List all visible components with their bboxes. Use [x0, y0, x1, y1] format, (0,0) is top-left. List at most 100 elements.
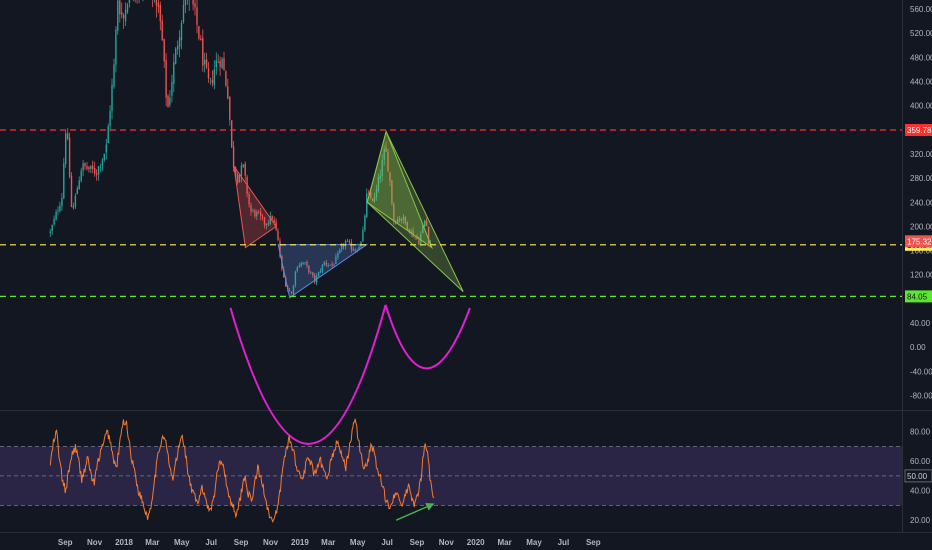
candle-up: [302, 262, 304, 264]
price-tick-label: -40.00: [910, 367, 932, 376]
candle-down: [288, 290, 291, 292]
candle-up: [341, 245, 343, 250]
candle-down: [306, 261, 308, 266]
level-tag-3: 84.05: [907, 292, 928, 301]
candle-down: [425, 221, 428, 226]
candle-up: [117, 0, 119, 31]
candle-down: [387, 152, 389, 172]
price-tick-label: 200.00: [910, 222, 932, 231]
candle-down: [263, 217, 266, 225]
candle-up: [221, 58, 223, 69]
candle-down: [198, 26, 200, 39]
triangle-pattern-1: [233, 165, 277, 249]
candle-up: [76, 188, 78, 195]
candle-down: [331, 264, 333, 266]
candle-down: [290, 292, 293, 294]
candle-down: [205, 59, 208, 68]
candle-down: [393, 203, 395, 222]
candle-down: [277, 230, 279, 241]
candle-up: [99, 166, 102, 168]
candle-up: [362, 229, 364, 241]
candle-up: [238, 175, 241, 183]
candle-down: [350, 242, 353, 250]
candle-up: [63, 163, 65, 199]
candle-down: [308, 265, 310, 273]
price-pane[interactable]: [0, 0, 932, 533]
rsi-pane[interactable]: [0, 418, 902, 523]
candle-up: [113, 64, 115, 87]
rsi-axis[interactable]: 20.00 40.00 60.00 80.00 50.00: [904, 428, 932, 526]
candle-up: [105, 144, 107, 153]
candle-up: [337, 253, 339, 258]
candle-up: [97, 166, 100, 175]
candle-up: [182, 4, 185, 23]
candle-up: [377, 177, 380, 190]
candle-down: [271, 216, 273, 220]
candle-up: [103, 153, 105, 160]
candle-down: [202, 37, 204, 66]
price-tick-label: 40.00: [910, 319, 931, 328]
candle-down: [86, 166, 88, 169]
candle-down: [385, 147, 387, 152]
triangle-pattern-4: [366, 130, 433, 249]
candle-up: [209, 78, 212, 79]
candle-down: [192, 0, 194, 5]
candle-down: [219, 60, 221, 67]
time-axis[interactable]: Sep Nov 2018 Mar May Jul Sep Nov 2019 Mar May Jul Se…: [58, 538, 601, 547]
candle-up: [252, 210, 254, 212]
candle-down: [273, 219, 275, 223]
candle-down: [165, 59, 167, 98]
time-tick-label: Sep: [586, 538, 601, 547]
candle-up: [49, 231, 51, 233]
candle-down: [248, 194, 250, 205]
candle-down: [371, 198, 374, 201]
candle-up: [171, 82, 173, 96]
candle-down: [200, 38, 202, 41]
candle-down: [406, 221, 408, 230]
candle-up: [101, 159, 104, 166]
candle-down: [157, 2, 160, 8]
time-tick-label: Mar: [497, 538, 511, 547]
candle-up: [294, 271, 297, 285]
candle-down: [159, 5, 161, 22]
price-tick-label: -80.00: [910, 392, 932, 401]
time-tick-label: Sep: [234, 538, 249, 547]
candle-up: [323, 262, 325, 265]
candle-down: [348, 241, 351, 243]
candle-up: [78, 180, 80, 190]
price-axis[interactable]: -80.00-40.000.0040.0080.00120.00160.0020…: [905, 5, 932, 401]
time-tick-label: Jul: [558, 538, 570, 547]
candle-down: [325, 262, 327, 265]
time-tick-label: Jul: [205, 538, 217, 547]
candle-up: [292, 285, 295, 294]
price-tick-label: 560.00: [910, 5, 932, 14]
candle-down: [404, 216, 407, 223]
candle-up: [422, 225, 424, 234]
candle-up: [310, 272, 312, 274]
candle-down: [167, 95, 169, 107]
candle-up: [74, 195, 77, 207]
candle-down: [67, 133, 69, 139]
candle-up: [269, 216, 271, 224]
candle-down: [250, 205, 252, 212]
candle-up: [265, 223, 268, 226]
candle-down: [196, 7, 198, 25]
candle-down: [260, 212, 262, 216]
candle-up: [55, 212, 57, 220]
candle-up: [383, 148, 385, 160]
candle-up: [420, 234, 422, 244]
candle-up: [360, 241, 362, 247]
candle-up: [256, 211, 258, 217]
candle-up: [72, 206, 75, 208]
candle-down: [279, 240, 281, 257]
candle-up: [319, 271, 322, 273]
candle-up: [90, 165, 92, 169]
time-tick-label: May: [350, 538, 366, 547]
price-tick-label: 320.00: [910, 150, 932, 159]
rsi-tick-label: 40.00: [910, 487, 931, 496]
candle-down: [354, 250, 356, 252]
candle-down: [121, 12, 123, 15]
last-price-tag-bg: [905, 235, 932, 248]
